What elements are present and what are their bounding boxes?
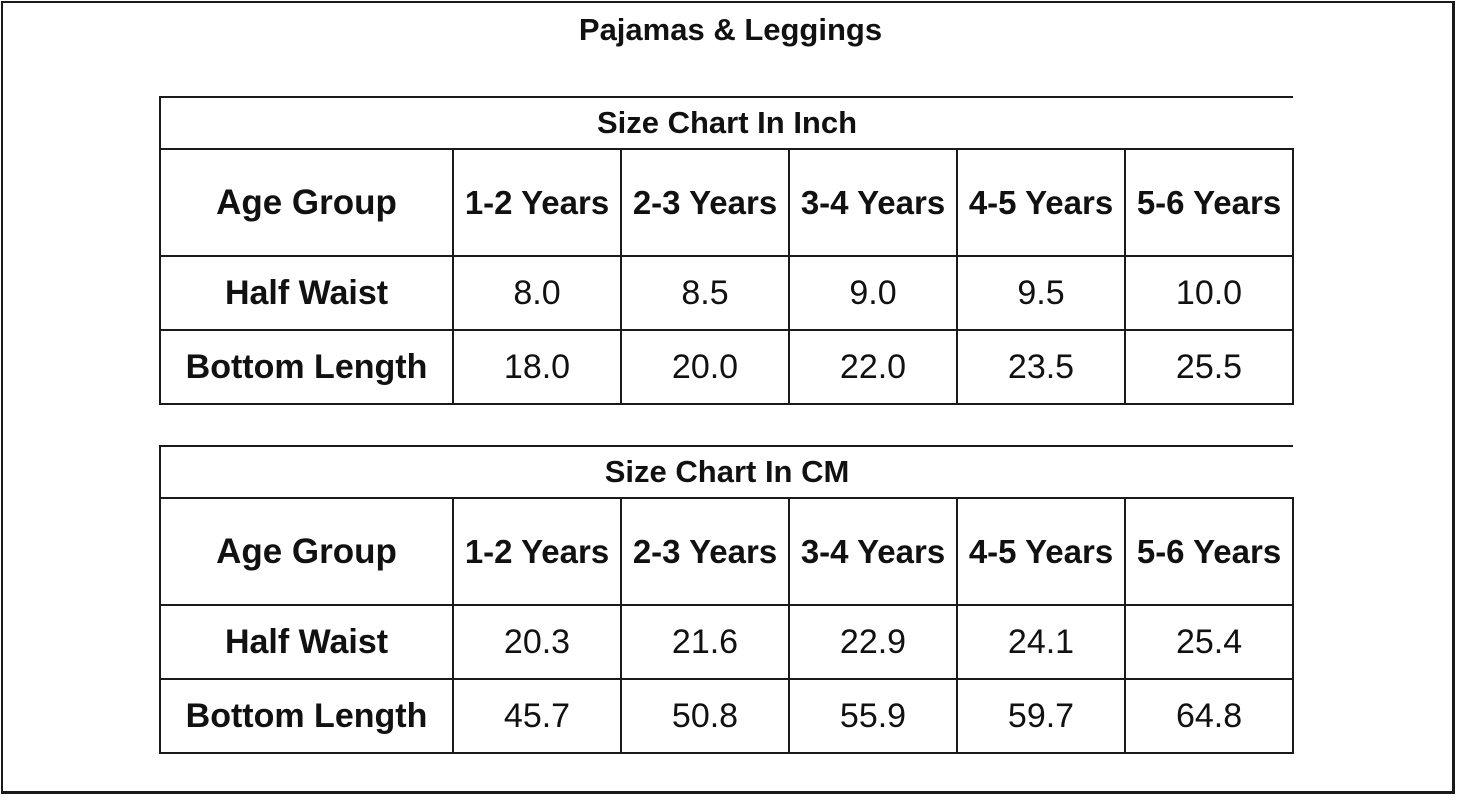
table-caption-row: Size Chart In CM bbox=[158, 445, 1294, 499]
table-cell: 50.8 bbox=[620, 678, 790, 754]
table-cell: 45.7 bbox=[452, 678, 622, 754]
column-header: 4-5 Years bbox=[956, 497, 1126, 606]
table-row: Half Waist 8.0 8.5 9.0 9.5 10.0 bbox=[159, 255, 1295, 331]
row-label: Half Waist bbox=[159, 255, 454, 331]
table-cell: 55.9 bbox=[788, 678, 958, 754]
table-cell: 23.5 bbox=[956, 329, 1126, 405]
size-chart-inch-table: Size Chart In Inch Age Group 1-2 Years 2… bbox=[158, 96, 1295, 405]
table-row: Bottom Length 45.7 50.8 55.9 59.7 64.8 bbox=[159, 678, 1295, 754]
table-cell: 9.5 bbox=[956, 255, 1126, 331]
size-chart-cm-table: Size Chart In CM Age Group 1-2 Years 2-3… bbox=[158, 445, 1295, 754]
table-cell: 22.0 bbox=[788, 329, 958, 405]
column-header: 4-5 Years bbox=[956, 148, 1126, 257]
table-cell: 20.0 bbox=[620, 329, 790, 405]
table-cell: 25.5 bbox=[1123, 329, 1295, 405]
row-label: Bottom Length bbox=[159, 678, 454, 754]
table-row: Half Waist 20.3 21.6 22.9 24.1 25.4 bbox=[159, 604, 1295, 680]
column-header: 5-6 Years bbox=[1123, 497, 1295, 606]
page-title: Pajamas & Leggings bbox=[578, 12, 883, 47]
column-header: 1-2 Years bbox=[452, 148, 622, 257]
table-row: Bottom Length 18.0 20.0 22.0 23.5 25.5 bbox=[159, 329, 1295, 405]
column-header: 2-3 Years bbox=[620, 497, 790, 606]
table-cell: 59.7 bbox=[956, 678, 1126, 754]
table-caption-row: Size Chart In Inch bbox=[158, 96, 1294, 150]
table-cell: 22.9 bbox=[788, 604, 958, 680]
table-header-row: Age Group 1-2 Years 2-3 Years 3-4 Years … bbox=[159, 497, 1295, 606]
table-cell: 20.3 bbox=[452, 604, 622, 680]
column-header: 3-4 Years bbox=[788, 497, 958, 606]
header-label: Age Group bbox=[159, 497, 454, 606]
header-label: Age Group bbox=[159, 148, 454, 257]
table-cell: 10.0 bbox=[1123, 255, 1295, 331]
table-header-row: Age Group 1-2 Years 2-3 Years 3-4 Years … bbox=[159, 148, 1295, 257]
table-cell: 8.0 bbox=[452, 255, 622, 331]
table-cell: 64.8 bbox=[1123, 678, 1295, 754]
table-cell: 18.0 bbox=[452, 329, 622, 405]
row-label: Bottom Length bbox=[159, 329, 454, 405]
table-cell: 8.5 bbox=[620, 255, 790, 331]
table-caption: Size Chart In Inch bbox=[158, 96, 1294, 150]
column-header: 2-3 Years bbox=[620, 148, 790, 257]
table-cell: 24.1 bbox=[956, 604, 1126, 680]
column-header: 1-2 Years bbox=[452, 497, 622, 606]
table-cell: 25.4 bbox=[1123, 604, 1295, 680]
table-cell: 21.6 bbox=[620, 604, 790, 680]
table-cell: 9.0 bbox=[788, 255, 958, 331]
column-header: 5-6 Years bbox=[1123, 148, 1295, 257]
table-caption: Size Chart In CM bbox=[158, 445, 1294, 499]
row-label: Half Waist bbox=[159, 604, 454, 680]
column-header: 3-4 Years bbox=[788, 148, 958, 257]
